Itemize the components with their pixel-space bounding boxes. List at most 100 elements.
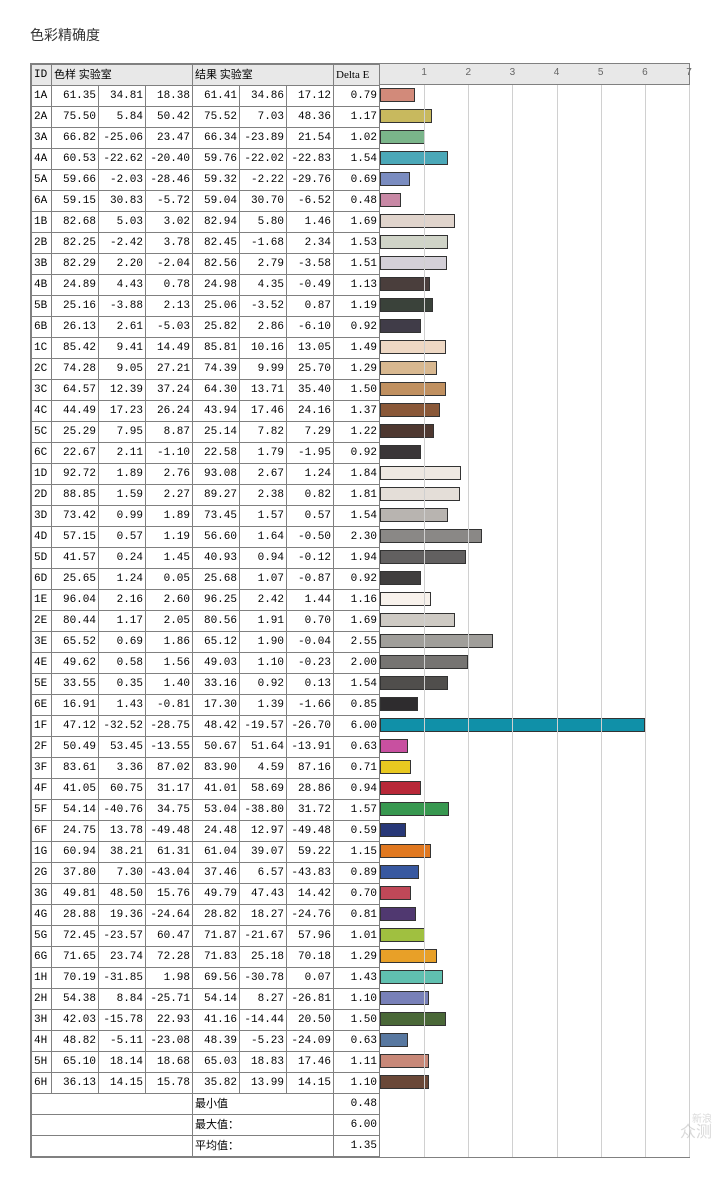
bar-row: [380, 337, 689, 358]
avg-val: 1.35: [334, 1136, 380, 1157]
delta-bar: [380, 802, 449, 816]
table-row: 4H 48.82-5.11-23.08 48.39-5.23-24.090.63: [32, 1031, 380, 1052]
max-label: 最大值：: [193, 1115, 334, 1136]
bar-row: [380, 505, 689, 526]
bar-row: [380, 967, 689, 988]
table-row: 3E 65.52 0.69 1.86 65.12 1.90-0.042.55: [32, 632, 380, 653]
bar-row: [380, 400, 689, 421]
delta-bar: [380, 991, 429, 1005]
table-row: 5C 25.29 7.95 8.87 25.14 7.82 7.291.22: [32, 422, 380, 443]
table-row: 6A 59.15 30.83-5.72 59.04 30.70-6.520.48: [32, 191, 380, 212]
table-row: 2G 37.80 7.30-43.04 37.46 6.57-43.830.89: [32, 863, 380, 884]
bar-row: [380, 946, 689, 967]
table-row: 5H 65.10 18.14 18.68 65.03 18.83 17.461.…: [32, 1052, 380, 1073]
table-row: 6H 36.13 14.15 15.78 35.82 13.99 14.151.…: [32, 1073, 380, 1094]
bar-row: [380, 274, 689, 295]
delta-bar: [380, 256, 447, 270]
bar-row: [380, 253, 689, 274]
bar-row: [380, 568, 689, 589]
delta-bar: [380, 382, 446, 396]
table-row: 2D 88.85 1.59 2.27 89.27 2.38 0.821.81: [32, 485, 380, 506]
bar-row: [380, 841, 689, 862]
table-row: 4C 44.49 17.23 26.24 43.94 17.46 24.161.…: [32, 401, 380, 422]
bar-row: [380, 778, 689, 799]
min-label: 最小值: [193, 1094, 334, 1115]
col-id: ID: [32, 65, 52, 86]
delta-bar: [380, 1054, 429, 1068]
bar-row: [380, 820, 689, 841]
delta-chart: 1234567: [380, 64, 689, 1157]
table-row: 4A 60.53-22.62-20.40 59.76-22.02-22.831.…: [32, 149, 380, 170]
bar-row: [380, 106, 689, 127]
bar-row: [380, 694, 689, 715]
table-row: 2C 74.28 9.05 27.21 74.39 9.99 25.701.29: [32, 359, 380, 380]
gridline: [512, 85, 513, 1157]
bar-row: [380, 715, 689, 736]
delta-bar: [380, 676, 448, 690]
axis-tick: 6: [642, 67, 648, 78]
table-row: 3F 83.61 3.36 87.02 83.90 4.59 87.160.71: [32, 758, 380, 779]
table-row: 5D 41.57 0.24 1.45 40.93 0.94-0.121.94: [32, 548, 380, 569]
delta-bar: [380, 907, 416, 921]
axis-tick: 4: [554, 67, 560, 78]
bar-row: [380, 610, 689, 631]
table-row: 6G 71.65 23.74 72.28 71.83 25.18 70.181.…: [32, 947, 380, 968]
bar-row: [380, 673, 689, 694]
delta-bar: [380, 886, 411, 900]
bar-row: [380, 295, 689, 316]
bar-row: [380, 547, 689, 568]
bar-row: [380, 148, 689, 169]
bar-row: [380, 883, 689, 904]
table-row: 3B 82.29 2.20-2.04 82.56 2.79-3.581.51: [32, 254, 380, 275]
delta-bar: [380, 130, 425, 144]
table-row: 2E 80.44 1.17 2.05 80.56 1.91 0.701.69: [32, 611, 380, 632]
delta-bar: [380, 424, 434, 438]
bar-row: [380, 652, 689, 673]
min-val: 0.48: [334, 1094, 380, 1115]
bar-row: [380, 757, 689, 778]
gridline: [468, 85, 469, 1157]
delta-bar: [380, 445, 421, 459]
table-row: 3D 73.42 0.99 1.89 73.45 1.57 0.571.54: [32, 506, 380, 527]
delta-bar: [380, 172, 410, 186]
delta-bar: [380, 88, 415, 102]
axis-tick: 3: [510, 67, 516, 78]
delta-bar: [380, 1033, 408, 1047]
bar-row: [380, 127, 689, 148]
delta-bar: [380, 928, 425, 942]
delta-bar: [380, 508, 448, 522]
bar-row: [380, 1051, 689, 1072]
delta-bar: [380, 697, 418, 711]
table-row: 4F 41.05 60.75 31.17 41.01 58.69 28.860.…: [32, 779, 380, 800]
bar-row: [380, 526, 689, 547]
table-row: 6E 16.91 1.43-0.81 17.30 1.39-1.660.85: [32, 695, 380, 716]
gridline: [601, 85, 602, 1157]
table-row: 3H 42.03-15.78 22.93 41.16-14.44 20.501.…: [32, 1010, 380, 1031]
chart-bars: [380, 85, 689, 1156]
table-row: 4B 24.89 4.43 0.78 24.98 4.35-0.491.13: [32, 275, 380, 296]
bar-row: [380, 169, 689, 190]
delta-bar: [380, 613, 455, 627]
bar-row: [380, 1030, 689, 1051]
table-row: 6C 22.67 2.11-1.10 22.58 1.79-1.950.92: [32, 443, 380, 464]
table-row: 1F 47.12-32.52-28.75 48.42-19.57-26.706.…: [32, 716, 380, 737]
table-row: 2H 54.38 8.84-25.71 54.14 8.27-26.811.10: [32, 989, 380, 1010]
bar-row: [380, 190, 689, 211]
delta-bar: [380, 151, 448, 165]
bar-row: [380, 211, 689, 232]
delta-bar: [380, 529, 482, 543]
gridline: [689, 85, 690, 1157]
bar-row: [380, 988, 689, 1009]
delta-bar: [380, 466, 461, 480]
page-title: 色彩精确度: [30, 25, 690, 45]
table-row: 2F 50.49 53.45-13.55 50.67 51.64-13.910.…: [32, 737, 380, 758]
delta-bar: [380, 634, 493, 648]
bar-row: [380, 799, 689, 820]
bar-row: [380, 925, 689, 946]
chart-axis: 1234567: [380, 64, 689, 85]
table-row: 3A 66.82-25.06 23.47 66.34-23.89 21.541.…: [32, 128, 380, 149]
bar-row: [380, 631, 689, 652]
bar-row: [380, 358, 689, 379]
table-row: 5B 25.16-3.88 2.13 25.06-3.52 0.871.19: [32, 296, 380, 317]
table-row: 1C 85.42 9.41 14.49 85.81 10.16 13.051.4…: [32, 338, 380, 359]
